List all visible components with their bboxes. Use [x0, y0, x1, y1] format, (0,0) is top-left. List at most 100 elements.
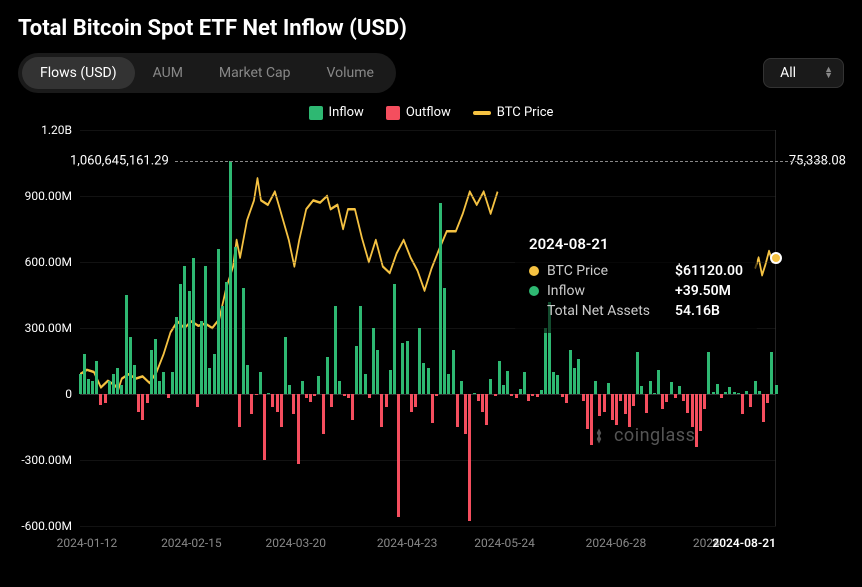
legend-btc[interactable]: BTC Price: [473, 105, 554, 120]
outflow-bar: [703, 394, 706, 409]
inflow-bar: [200, 321, 203, 394]
inflow-bar: [204, 266, 207, 394]
outflow-bar: [385, 394, 388, 407]
watermark: coinglass: [590, 425, 695, 446]
x-tick-label: 2024-02-15: [161, 536, 222, 550]
inflow-bar: [246, 365, 249, 394]
inflow-bar: [326, 357, 329, 394]
tooltip-value: $61120.00: [675, 263, 743, 279]
inflow-bar: [95, 361, 98, 394]
outflow-bar: [527, 394, 530, 401]
outflow-bar: [330, 394, 333, 407]
chart-area[interactable]: -600.00M-300.00M0300.00M600.00M900.00M1.…: [18, 130, 844, 560]
inflow-bar: [552, 372, 555, 394]
x-tick-highlight: 2024-08-21: [712, 536, 776, 550]
outflow-swatch-icon: [386, 106, 400, 120]
inflow-bar: [607, 383, 610, 394]
inflow-bar: [234, 247, 237, 394]
inflow-bar: [393, 284, 396, 394]
inflow-bar: [192, 258, 195, 394]
btc-line-icon: [473, 111, 491, 115]
y-tick-label: -300.00M: [21, 453, 72, 467]
outflow-bar: [343, 394, 346, 396]
inflow-bar: [108, 381, 111, 394]
outflow-bar: [431, 394, 434, 423]
outflow-bar: [615, 394, 618, 425]
inflow-bar: [372, 328, 375, 394]
outflow-bar: [410, 394, 413, 412]
range-selector-value: All: [780, 65, 796, 81]
inflow-bar: [259, 372, 262, 394]
outflow-bar: [292, 394, 295, 414]
inflow-bar: [733, 392, 736, 394]
inflow-bar: [447, 374, 450, 394]
inflow-bar: [175, 317, 178, 394]
inflow-bar: [737, 393, 740, 394]
metric-tabs: Flows (USD)AUMMarket CapVolume: [18, 53, 396, 93]
x-axis: 2024-01-122024-02-152024-03-202024-04-23…: [80, 530, 776, 560]
watermark-text: coinglass: [614, 425, 695, 446]
outflow-bar: [749, 394, 752, 407]
outflow-bar: [720, 394, 723, 398]
inflow-bar: [79, 374, 82, 394]
tooltip-date: 2024-08-21: [529, 235, 743, 253]
inflow-bar: [83, 354, 86, 394]
chart-tooltip: 2024-08-21 BTC Price$61120.00Inflow+39.5…: [515, 225, 757, 333]
tab-flows-usd-[interactable]: Flows (USD): [22, 57, 135, 89]
cursor-marker-icon: [770, 252, 782, 264]
outflow-bar: [481, 394, 484, 412]
outflow-bar: [368, 394, 371, 398]
inflow-bar: [573, 368, 576, 394]
outflow-bar: [682, 394, 685, 401]
range-selector[interactable]: All ▲▼: [763, 58, 844, 88]
outflow-bar: [494, 394, 497, 396]
inflow-bar: [171, 372, 174, 394]
tab-volume[interactable]: Volume: [309, 57, 392, 89]
legend-outflow-label: Outflow: [406, 105, 451, 120]
outflow-bar: [468, 394, 471, 521]
y-tick-label: 300.00M: [25, 321, 72, 335]
inflow-bar: [502, 385, 505, 394]
inflow-bar: [317, 376, 320, 394]
x-tick-label: 2024-03-20: [265, 536, 326, 550]
outflow-bar: [645, 394, 648, 413]
tab-aum[interactable]: AUM: [135, 57, 201, 89]
inflow-bar: [208, 368, 211, 394]
outflow-bar: [380, 394, 383, 427]
inflow-bar: [229, 161, 232, 394]
outflow-bar: [674, 394, 677, 398]
max-value-label: 1,060,645,161.29: [70, 153, 173, 168]
tab-market-cap[interactable]: Market Cap: [201, 57, 309, 89]
inflow-bar: [745, 391, 748, 394]
outflow-bar: [485, 394, 488, 425]
inflow-bar: [636, 352, 639, 394]
tooltip-value: +39.50M: [675, 283, 731, 299]
inflow-bar: [188, 291, 191, 394]
inflow-bar: [653, 393, 656, 394]
inflow-bar: [150, 350, 153, 394]
inflow-bar: [129, 337, 132, 394]
inflow-bar: [770, 352, 773, 394]
outflow-bar: [313, 394, 316, 396]
inflow-bar: [577, 359, 580, 394]
outflow-bar: [309, 394, 312, 402]
inflow-bar: [87, 379, 90, 394]
outflow-bar: [603, 394, 606, 412]
inflow-bar: [670, 382, 673, 394]
y-tick-label: -600.00M: [21, 519, 72, 533]
outflow-bar: [276, 394, 279, 412]
legend-inflow[interactable]: Inflow: [309, 105, 364, 120]
outflow-bar: [238, 394, 241, 427]
legend-inflow-label: Inflow: [329, 105, 364, 120]
y-tick-label: 1.20B: [41, 123, 72, 137]
outflow-bar: [305, 394, 308, 398]
inflow-bar: [460, 381, 463, 394]
inflow-bar: [334, 306, 337, 394]
inflow-bar: [640, 386, 643, 394]
inflow-bar: [288, 385, 291, 394]
inflow-bar: [728, 387, 731, 394]
legend-outflow[interactable]: Outflow: [386, 105, 451, 120]
inflow-bar: [116, 368, 119, 394]
x-tick-label: 2024-04-23: [377, 536, 438, 550]
chart-legend: Inflow Outflow BTC Price: [0, 93, 862, 126]
